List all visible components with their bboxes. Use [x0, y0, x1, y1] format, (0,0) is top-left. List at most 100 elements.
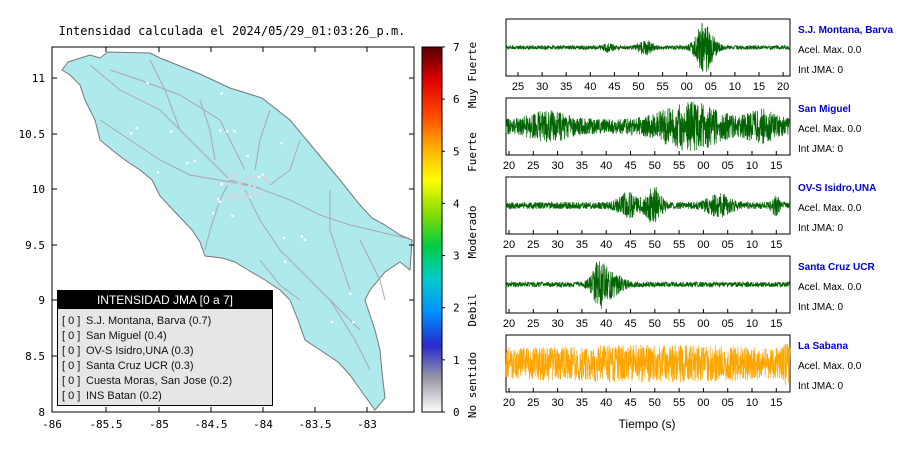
town-marker — [171, 268, 175, 271]
waveform-tick-label: 20 — [503, 239, 515, 251]
town-marker — [218, 200, 221, 203]
waveform-tick-label: 00 — [697, 318, 709, 330]
town-marker — [348, 292, 352, 296]
waveform-panels: 25 30 35 40 45 50 55 00 05 10 15 20 S.J. Montana, Ba… — [503, 18, 893, 409]
map-x-tick-label: -86 — [42, 418, 62, 431]
waveform-tick-label: 35 — [560, 81, 572, 93]
town-marker — [276, 88, 279, 92]
waveform-tick-label: 50 — [649, 160, 661, 172]
waveform-tick-label: 30 — [551, 318, 563, 330]
colorbar-tick-label: 1 — [453, 354, 460, 367]
town-marker — [131, 184, 134, 187]
urban-marker — [230, 198, 234, 202]
station-intensity: Int JMA: 0 — [798, 381, 843, 392]
legend-row-label: OV-S Isidro,UNA (0.3) — [86, 345, 194, 357]
map-y-tick-label: 10.5 — [19, 128, 46, 141]
town-marker — [356, 153, 360, 156]
colorbar: 7 6 5 4 3 2 1 0 Muy Fuerte Fuerte Moderado Debil No … — [421, 41, 479, 419]
waveform-panel: 20 25 30 35 40 45 50 55 00 05 10 15 La Sabana Acel. M… — [503, 334, 862, 409]
waveform-tick-label: 55 — [673, 318, 685, 330]
urban-marker — [238, 182, 242, 186]
waveform-trace — [505, 343, 791, 386]
road-line — [199, 99, 216, 161]
waveform-panel: 25 30 35 40 45 50 55 00 05 10 15 20 S.J. Montana, Ba… — [505, 18, 893, 93]
town-marker — [248, 74, 252, 78]
town-marker — [220, 92, 223, 95]
station-name: San Miguel — [798, 104, 851, 115]
colorbar-category-label: Muy Fuerte — [466, 42, 479, 108]
map-y-tick-label: 9 — [38, 294, 45, 307]
waveform-tick-label: 35 — [576, 318, 588, 330]
station-accel: Acel. Max. 0.0 — [798, 282, 862, 293]
waveform-panel: 20 25 30 35 40 45 50 55 00 05 10 15 Santa Cruz UCR Ac… — [503, 255, 875, 330]
waveform-tick-label: 45 — [608, 81, 620, 93]
waveform-tick-label: 25 — [527, 397, 539, 409]
waveform-tick-label: 25 — [527, 239, 539, 251]
waveform-panel: 20 25 30 35 40 45 50 55 00 05 10 15 San Miguel Acel. … — [503, 97, 862, 172]
town-marker — [211, 211, 215, 215]
station-name: Santa Cruz UCR — [798, 262, 875, 273]
town-marker — [257, 175, 261, 179]
waveform-tick-label: 10 — [746, 160, 758, 172]
town-marker — [111, 175, 115, 179]
legend-row-intensity: [ 0 ] — [62, 315, 81, 327]
legend-row-intensity: [ 0 ] — [62, 330, 81, 342]
waveform-tick-label: 40 — [600, 318, 612, 330]
waveform-tick-label: 35 — [576, 397, 588, 409]
legend-row: [ 0 ] San Miguel (0.4) — [62, 330, 167, 342]
waveform-tick-label: 10 — [746, 318, 758, 330]
town-marker — [193, 159, 197, 163]
urban-marker — [233, 173, 238, 177]
waveform-tick-label: 45 — [624, 318, 636, 330]
waveform-tick-label: 10 — [746, 239, 758, 251]
waveform-tick-label: 20 — [503, 397, 515, 409]
map-x-tick-label: -83.5 — [298, 418, 331, 431]
waveform-tick-label: 05 — [722, 318, 734, 330]
road-line — [109, 69, 246, 171]
waveform-trace — [505, 23, 791, 72]
road-network — [89, 59, 406, 371]
road-line — [204, 179, 231, 251]
station-accel: Acel. Max. 0.0 — [798, 361, 862, 372]
urban-marker — [248, 174, 252, 178]
waveform-trace — [505, 101, 791, 151]
town-marker — [246, 154, 250, 158]
legend-row-label: Santa Cruz UCR (0.3) — [86, 360, 194, 372]
town-marker — [129, 132, 133, 135]
station-intensity: Int JMA: 0 — [798, 144, 843, 155]
urban-marker — [252, 185, 257, 189]
legend-row: [ 0 ] INS Batan (0.2) — [62, 390, 162, 402]
waveform-tick-label: 35 — [576, 160, 588, 172]
urban-marker — [230, 173, 234, 178]
waveform-tick-label: 10 — [746, 397, 758, 409]
map-x-tick-label: -84.5 — [194, 418, 227, 431]
town-marker — [356, 117, 360, 121]
station-intensity: Int JMA: 0 — [798, 223, 843, 234]
urban-marker — [264, 177, 268, 181]
waveform-tick-label: 15 — [753, 81, 765, 93]
urban-marker — [254, 175, 258, 179]
station-accel: Acel. Max. 0.0 — [798, 124, 862, 135]
colorbar-category-label: Debil — [466, 293, 479, 326]
urban-marker — [247, 183, 252, 187]
waveform-tick-label: 15 — [770, 160, 782, 172]
waveform-tick-label: 25 — [512, 81, 524, 93]
road-line — [359, 239, 386, 301]
waveform-tick-label: 05 — [722, 397, 734, 409]
urban-marker — [229, 195, 234, 199]
town-marker — [233, 129, 236, 133]
waveform-tick-label: 05 — [722, 160, 734, 172]
waveform-trace — [505, 186, 791, 223]
road-line — [99, 119, 261, 189]
legend-header: INTENSIDAD JMA [0 a 7] — [58, 291, 272, 309]
town-marker — [299, 102, 302, 106]
town-marker — [140, 269, 143, 273]
station-name: OV-S Isidro,UNA — [798, 183, 876, 194]
waveform-tick-label: 50 — [632, 81, 644, 93]
town-marker — [169, 130, 173, 133]
colorbar-category-label: No sentido — [466, 352, 479, 418]
waveform-tick-label: 40 — [600, 239, 612, 251]
station-intensity: Int JMA: 0 — [798, 302, 843, 313]
legend-row-intensity: [ 0 ] — [62, 375, 81, 387]
